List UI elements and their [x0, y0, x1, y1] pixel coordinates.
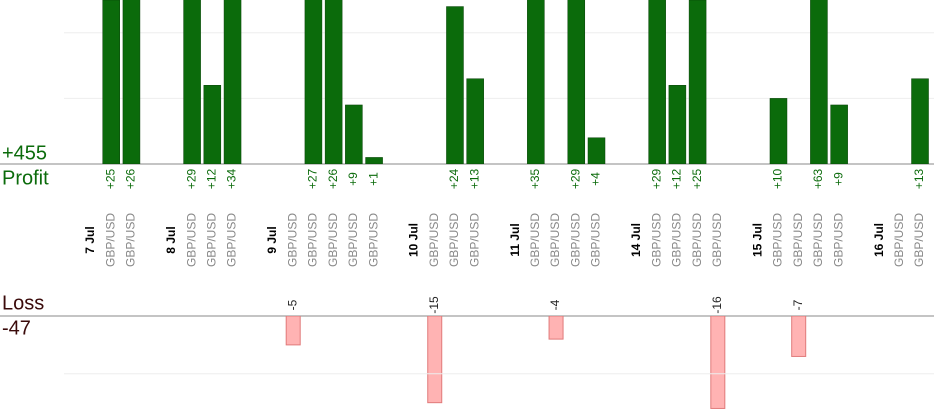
- value-label: +25: [690, 168, 704, 189]
- value-label: +10: [771, 168, 785, 189]
- symbol-label: GBP/USD: [568, 213, 582, 267]
- symbol-label: GBP/USD: [589, 213, 603, 267]
- profit-bar: [466, 78, 484, 164]
- loss-plot: [285, 316, 807, 409]
- profit-bar: [527, 0, 545, 164]
- symbol-label: GBP/USD: [346, 213, 360, 267]
- profit-total: +455: [2, 142, 47, 164]
- value-label: +34: [225, 168, 239, 189]
- value-label: +13: [467, 168, 481, 189]
- value-label: -15: [427, 296, 441, 314]
- value-label: +9: [831, 172, 845, 186]
- loss-title: Loss: [2, 292, 44, 314]
- value-label: +27: [306, 168, 320, 189]
- symbol-label: GBP/USD: [103, 213, 117, 267]
- date-label: 8 Jul: [164, 226, 178, 253]
- profit-bar: [668, 85, 687, 164]
- symbol-label: GBP/USD: [306, 213, 320, 267]
- value-label: -5: [285, 299, 299, 310]
- value-label: +12: [204, 168, 218, 189]
- symbol-label: GBP/USD: [366, 213, 380, 267]
- symbol-label: GBP/USD: [326, 213, 340, 267]
- symbol-label: GBP/USD: [892, 213, 906, 267]
- profit-bar: [830, 104, 848, 164]
- date-label: 7 Jul: [83, 226, 97, 253]
- symbol-label: GBP/USD: [710, 213, 724, 267]
- symbol-label: GBP/USD: [670, 213, 684, 267]
- symbol-label: GBP/USD: [225, 213, 239, 267]
- symbol-label: GBP/USD: [467, 213, 481, 267]
- symbol-label: GBP/USD: [124, 213, 138, 267]
- value-label: -7: [791, 299, 805, 310]
- loss-bar: [791, 316, 807, 357]
- date-label: 15 Jul: [750, 223, 764, 257]
- symbol-label: GBP/USD: [528, 213, 542, 267]
- profit-title: Profit: [2, 167, 49, 189]
- loss-bar: [285, 316, 301, 346]
- symbol-label: GBP/USD: [649, 213, 663, 267]
- profit-bar: [122, 0, 141, 164]
- loss-total: -47: [2, 317, 31, 339]
- symbol-label: GBP/USD: [285, 213, 299, 267]
- value-label: +26: [326, 168, 340, 189]
- profit-bar: [203, 85, 222, 164]
- loss-bar: [548, 316, 564, 340]
- value-label: +12: [670, 168, 684, 189]
- profit-bar: [183, 0, 201, 164]
- value-label: +63: [811, 168, 825, 189]
- profit-bar: [587, 137, 606, 164]
- profit-plot: [102, 0, 929, 164]
- profit-bar: [769, 98, 788, 164]
- symbol-label: GBP/USD: [690, 213, 704, 267]
- value-label: +9: [346, 172, 360, 186]
- profit-bar: [446, 6, 464, 164]
- profit-bar: [345, 104, 363, 164]
- profit-bar: [365, 157, 383, 164]
- symbol-label: GBP/USD: [548, 213, 562, 267]
- profit-bar: [810, 0, 828, 164]
- profit-bar: [648, 0, 666, 164]
- value-label: +29: [568, 168, 582, 189]
- value-label: +24: [447, 168, 461, 189]
- date-label: 10 Jul: [407, 223, 421, 257]
- value-label: +26: [124, 168, 138, 189]
- symbol-label: GBP/USD: [447, 213, 461, 267]
- value-label: +35: [528, 168, 542, 189]
- profit-bar: [688, 0, 707, 164]
- date-label: 16 Jul: [872, 223, 886, 257]
- value-label: -4: [548, 299, 562, 310]
- date-label: 14 Jul: [629, 223, 643, 257]
- value-label: +4: [589, 172, 603, 186]
- profit-bar: [223, 0, 242, 164]
- value-label: -16: [710, 296, 724, 314]
- loss-bar: [710, 316, 726, 409]
- symbol-label: GBP/USD: [831, 213, 845, 267]
- profit-bar: [102, 0, 120, 164]
- value-label: +29: [184, 168, 198, 189]
- value-label: +25: [103, 168, 117, 189]
- symbol-label: GBP/USD: [811, 213, 825, 267]
- date-label: 11 Jul: [508, 223, 522, 256]
- symbol-label: GBP/USD: [204, 213, 218, 267]
- date-label: 9 Jul: [265, 226, 279, 253]
- value-label: +1: [366, 172, 380, 186]
- symbol-label: GBP/USD: [791, 213, 805, 267]
- symbol-label: GBP/USD: [427, 213, 441, 267]
- profit-bar: [567, 0, 586, 164]
- value-label: +29: [649, 168, 663, 189]
- profit-bar: [911, 78, 929, 164]
- symbol-label: GBP/USD: [912, 213, 926, 267]
- symbol-label: GBP/USD: [184, 213, 198, 267]
- loss-bar: [427, 316, 443, 404]
- profit-bar: [304, 0, 323, 164]
- profit-bar: [324, 0, 343, 164]
- value-label: +13: [912, 168, 926, 189]
- symbol-label: GBP/USD: [771, 213, 785, 267]
